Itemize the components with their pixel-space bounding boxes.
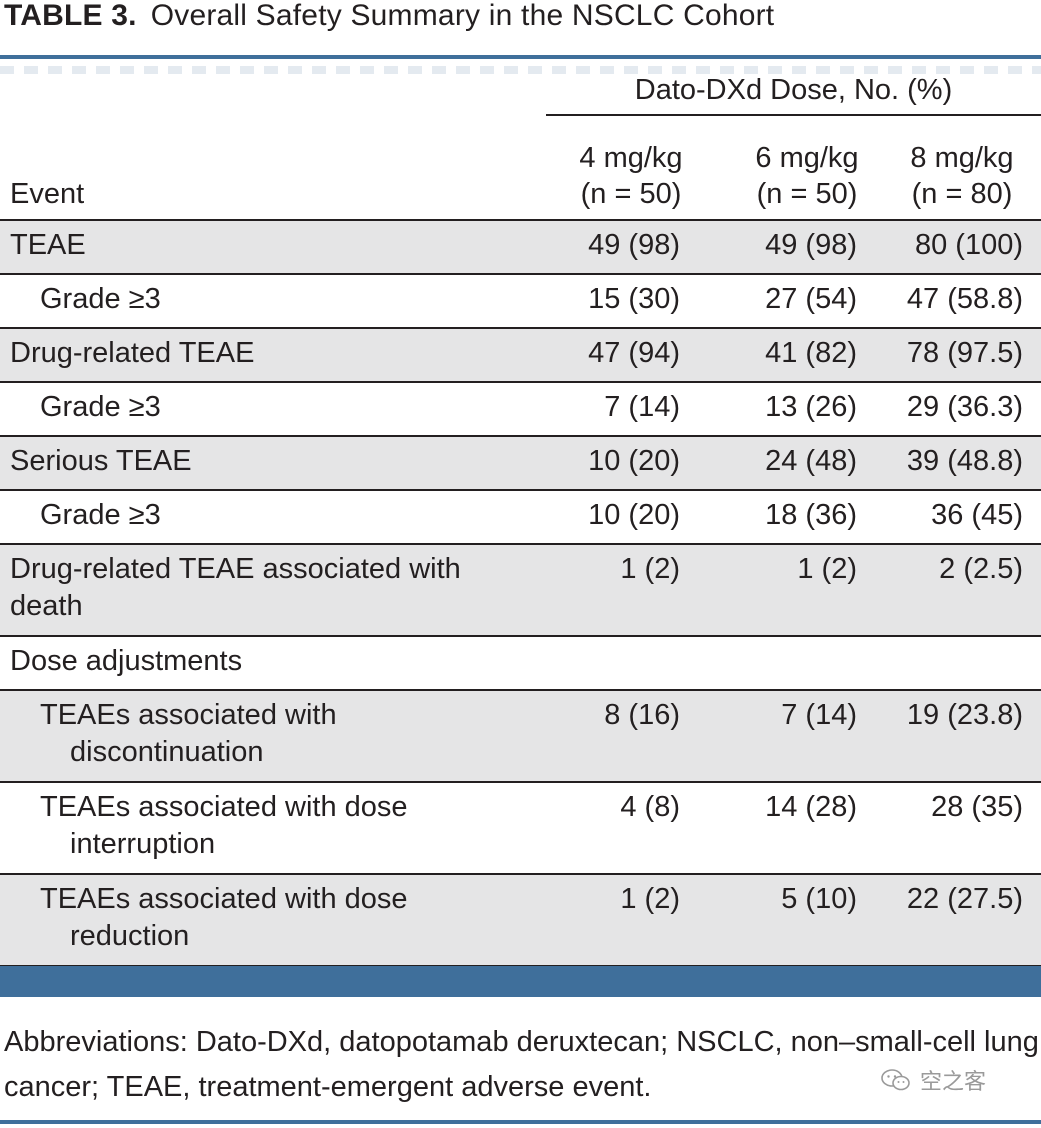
column-n: (n = 80) — [911, 178, 1013, 210]
event-cell: Grade ≥3 — [40, 389, 510, 426]
value-cell: 47 (58.8) — [906, 283, 1023, 315]
event-label: Grade ≥3 — [40, 283, 161, 315]
value-cell: 28 (35) — [931, 791, 1023, 823]
table-row: Drug-related TEAE 47 (94) 41 (82) 78 (97.5) — [0, 329, 1041, 383]
event-cell: TEAEs associated with dose reduction — [40, 881, 510, 955]
table-body: TEAE 49 (98) 49 (98) 80 (100) Grade ≥3 15 (30… — [0, 221, 1041, 967]
event-label-continuation: death — [10, 590, 83, 622]
value-cell: 80 (100) — [914, 229, 1023, 261]
value-cell: 2 (2.5) — [939, 553, 1023, 585]
wechat-icon — [881, 1069, 910, 1091]
event-label: Grade ≥3 — [40, 391, 161, 423]
column-dose: 8 mg/kg — [910, 142, 1014, 174]
value-cell: 24 (48) — [765, 445, 857, 477]
value-cell: 8 (16) — [604, 699, 680, 731]
value-cell: 19 (23.8) — [906, 699, 1023, 731]
table-row: TEAE 49 (98) 49 (98) 80 (100) — [0, 221, 1041, 275]
table-row: Grade ≥3 10 (20) 18 (36) 36 (45) — [0, 491, 1041, 545]
event-label: TEAE — [10, 229, 86, 261]
event-cell: Dose adjustments — [10, 643, 510, 680]
value-cell: 7 (14) — [781, 699, 857, 731]
value-cell: 41 (82) — [765, 337, 857, 369]
dose-group-header: Dato-DXd Dose, No. (%) — [546, 72, 1041, 116]
value-cell: 49 (98) — [588, 229, 680, 261]
value-cell: 47 (94) — [588, 337, 680, 369]
event-label-continuation: discontinuation — [70, 736, 264, 768]
event-label: Dose adjustments — [10, 645, 243, 677]
bottom-rule — [0, 966, 1041, 997]
event-label: Serious TEAE — [10, 445, 192, 477]
event-label: Grade ≥3 — [40, 499, 161, 531]
table-row: Serious TEAE 10 (20) 24 (48) 39 (48.8) — [0, 437, 1041, 491]
column-header-6mg: 6 mg/kg (n = 50) — [742, 140, 872, 212]
value-cell: 39 (48.8) — [906, 445, 1023, 477]
column-header-4mg: 4 mg/kg (n = 50) — [566, 140, 696, 212]
event-label: TEAEs associated with dose — [40, 791, 408, 823]
event-cell: TEAEs associated with dose interruption — [40, 789, 510, 863]
header-rule — [0, 219, 1041, 221]
column-dose: 4 mg/kg — [579, 142, 683, 174]
column-header-8mg: 8 mg/kg (n = 80) — [897, 140, 1027, 212]
value-cell: 1 (2) — [620, 883, 680, 915]
table-row: TEAEs associated with dose reduction 1 (2)… — [0, 875, 1041, 967]
table-row: TEAEs associated with discontinuation 8 (1… — [0, 691, 1041, 783]
table-row: Grade ≥3 7 (14) 13 (26) 29 (36.3) — [0, 383, 1041, 437]
table-title: Overall Safety Summary in the NSCLC Coho… — [150, 0, 775, 32]
value-cell: 1 (2) — [620, 553, 680, 585]
value-cell: 22 (27.5) — [906, 883, 1023, 915]
event-cell: Serious TEAE — [10, 443, 510, 480]
value-cell: 49 (98) — [765, 229, 857, 261]
table-row: TEAEs associated with dose interruption 4 … — [0, 783, 1041, 875]
table-row: Drug-related TEAE associated with death 1 … — [0, 545, 1041, 637]
value-cell: 7 (14) — [604, 391, 680, 423]
footnote: Abbreviations: Dato-DXd, datopotamab der… — [4, 1026, 1039, 1103]
event-cell: Drug-related TEAE — [10, 335, 510, 372]
event-label: TEAEs associated with dose — [40, 883, 408, 915]
value-cell: 29 (36.3) — [906, 391, 1023, 423]
value-cell: 18 (36) — [765, 499, 857, 531]
value-cell: 10 (20) — [588, 445, 680, 477]
value-cell: 5 (10) — [781, 883, 857, 915]
watermark: 空之客 — [880, 1064, 986, 1096]
table-row: Grade ≥3 15 (30) 27 (54) 47 (58.8) — [0, 275, 1041, 329]
event-cell: Grade ≥3 — [40, 497, 510, 534]
value-cell: 13 (26) — [765, 391, 857, 423]
value-cell: 15 (30) — [588, 283, 680, 315]
value-cell: 10 (20) — [588, 499, 680, 531]
value-cell: 78 (97.5) — [906, 337, 1023, 369]
footer-rule — [0, 1120, 1041, 1124]
value-cell: 36 (45) — [931, 499, 1023, 531]
table-label: TABLE 3. — [4, 0, 137, 32]
event-cell: Drug-related TEAE associated with death — [10, 551, 510, 625]
event-cell: Grade ≥3 — [40, 281, 510, 318]
value-cell: 4 (8) — [620, 791, 680, 823]
event-cell: TEAE — [10, 227, 510, 264]
column-dose: 6 mg/kg — [755, 142, 859, 174]
column-n: (n = 50) — [580, 178, 682, 210]
event-label: TEAEs associated with — [40, 699, 337, 731]
event-label: Drug-related TEAE associated with — [10, 553, 461, 585]
table-row: Dose adjustments — [0, 637, 1041, 691]
value-cell: 14 (28) — [765, 791, 857, 823]
top-rule — [0, 55, 1041, 59]
table-caption: TABLE 3. Overall Safety Summary in the NS… — [4, 0, 774, 38]
value-cell: 1 (2) — [797, 553, 857, 585]
column-n: (n = 50) — [756, 178, 858, 210]
watermark-text: 空之客 — [920, 1069, 987, 1094]
event-label: Drug-related TEAE — [10, 337, 255, 369]
event-label-continuation: interruption — [70, 828, 216, 860]
dotted-rule — [0, 66, 1041, 74]
event-label-continuation: reduction — [70, 920, 190, 952]
event-cell: TEAEs associated with discontinuation — [40, 697, 510, 771]
event-column-header: Event — [10, 178, 85, 210]
value-cell: 27 (54) — [765, 283, 857, 315]
